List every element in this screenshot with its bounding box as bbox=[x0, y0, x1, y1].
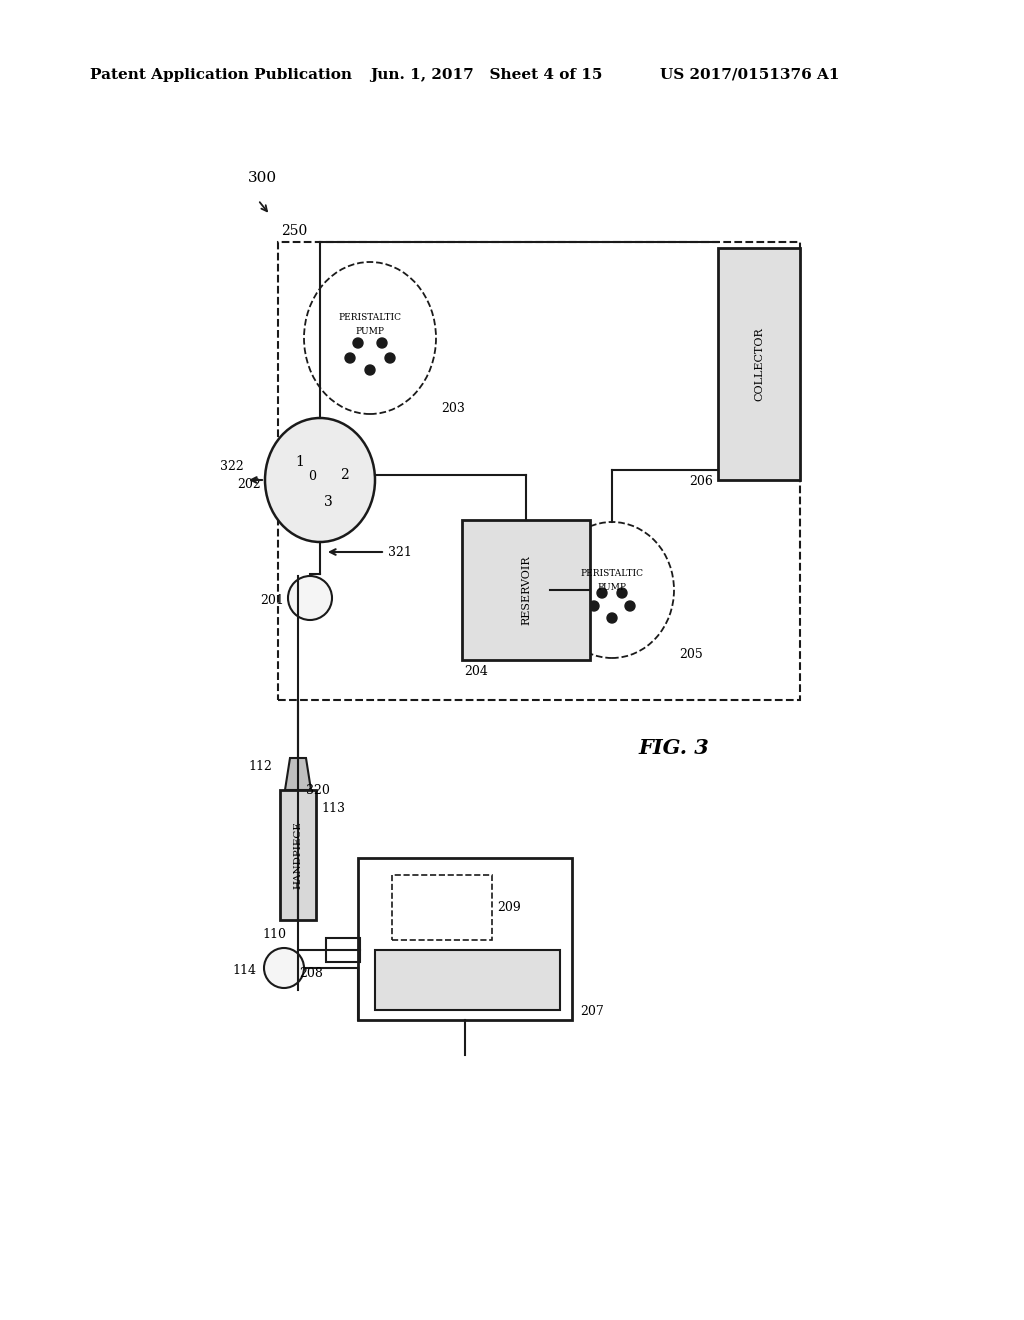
Polygon shape bbox=[285, 758, 311, 789]
Text: Patent Application Publication: Patent Application Publication bbox=[90, 69, 352, 82]
Circle shape bbox=[377, 338, 387, 348]
Text: HANDPIECE: HANDPIECE bbox=[294, 821, 302, 888]
Text: 203: 203 bbox=[441, 403, 465, 414]
Bar bbox=[462, 520, 590, 660]
Text: 300: 300 bbox=[248, 172, 278, 185]
Text: Jun. 1, 2017   Sheet 4 of 15: Jun. 1, 2017 Sheet 4 of 15 bbox=[370, 69, 602, 82]
Circle shape bbox=[288, 576, 332, 620]
Text: PERISTALTIC: PERISTALTIC bbox=[581, 569, 643, 578]
Text: 113: 113 bbox=[321, 801, 345, 814]
Text: 321: 321 bbox=[388, 545, 412, 558]
Text: 204: 204 bbox=[464, 665, 487, 678]
Circle shape bbox=[597, 587, 607, 598]
Text: 208: 208 bbox=[299, 968, 323, 979]
Bar bbox=[326, 939, 360, 962]
Text: PERISTALTIC: PERISTALTIC bbox=[339, 314, 401, 322]
Text: 110: 110 bbox=[262, 928, 286, 941]
Text: 2: 2 bbox=[340, 469, 348, 482]
Text: 114: 114 bbox=[232, 964, 256, 977]
Text: 320: 320 bbox=[306, 784, 330, 796]
Text: RESERVOIR: RESERVOIR bbox=[521, 556, 531, 624]
Text: 202: 202 bbox=[237, 479, 261, 491]
Circle shape bbox=[625, 601, 635, 611]
Text: PUMP: PUMP bbox=[355, 327, 384, 337]
Text: 322: 322 bbox=[220, 459, 244, 473]
Ellipse shape bbox=[265, 418, 375, 543]
Bar bbox=[718, 248, 800, 480]
Circle shape bbox=[353, 338, 362, 348]
Circle shape bbox=[345, 352, 355, 363]
Circle shape bbox=[589, 601, 599, 611]
Text: 3: 3 bbox=[324, 495, 333, 510]
Circle shape bbox=[264, 948, 304, 987]
Text: 205: 205 bbox=[679, 648, 702, 661]
Bar bbox=[392, 875, 492, 940]
Text: 206: 206 bbox=[689, 475, 713, 488]
Text: 207: 207 bbox=[580, 1005, 604, 1018]
Text: 1: 1 bbox=[296, 455, 304, 469]
Bar bbox=[375, 950, 560, 1010]
Text: COLLECTOR: COLLECTOR bbox=[754, 327, 764, 401]
Text: US 2017/0151376 A1: US 2017/0151376 A1 bbox=[660, 69, 840, 82]
Bar bbox=[358, 858, 572, 1020]
Text: 209: 209 bbox=[497, 902, 521, 913]
Text: 0: 0 bbox=[308, 470, 316, 483]
Circle shape bbox=[607, 612, 617, 623]
Text: 250: 250 bbox=[281, 224, 307, 238]
Text: PUMP: PUMP bbox=[597, 582, 627, 591]
Text: 201: 201 bbox=[260, 594, 284, 606]
Bar bbox=[280, 789, 316, 920]
Text: FIG. 3: FIG. 3 bbox=[638, 738, 709, 758]
Circle shape bbox=[617, 587, 627, 598]
Text: 112: 112 bbox=[248, 759, 272, 772]
Bar bbox=[278, 242, 800, 700]
Circle shape bbox=[385, 352, 395, 363]
Circle shape bbox=[365, 366, 375, 375]
